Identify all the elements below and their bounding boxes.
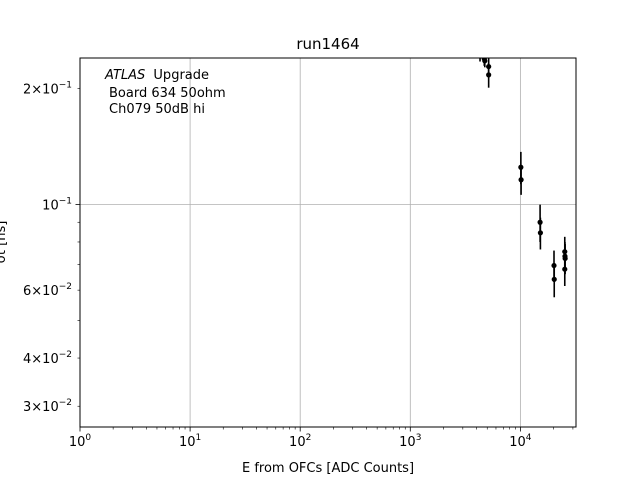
y-tick-label: 2×10−1 [23, 81, 72, 98]
x-tick-label: 101 [179, 433, 201, 450]
y-axis-label: σt [ns] [0, 221, 9, 264]
x-axis-label: E from OFCs [ADC Counts] [242, 461, 414, 476]
x-tick-label: 100 [69, 433, 92, 450]
x-tick-label: 103 [399, 433, 421, 450]
annotation: ATLAS Upgrade Board 634 50ohm Ch079 50dB… [104, 68, 226, 117]
y-tick-label: 6×10−2 [23, 282, 72, 299]
y-tick-label: 10−1 [42, 197, 72, 214]
annotation-line-1: ATLAS Upgrade [104, 68, 209, 83]
data-point [482, 58, 488, 64]
x-tick-label: 102 [289, 433, 311, 450]
plot-frame [79, 57, 577, 428]
data-point [518, 177, 524, 183]
chart-title: run1464 [296, 35, 359, 53]
data-point [537, 230, 544, 236]
y-tick-label: 4×10−2 [23, 350, 72, 367]
data-point [486, 72, 492, 78]
y-tick-label: 3×10−2 [23, 398, 72, 415]
atlas-label: ATLAS [104, 68, 145, 83]
axis-ticks: 100 101 102 103 104 2×10−1 10−1 6×10−2 4×10−2 3×1… [23, 81, 574, 450]
upgrade-label: Upgrade [153, 68, 209, 83]
annotation-line-2: Board 634 50ohm [109, 86, 226, 101]
data-layer [479, 58, 568, 298]
data-point [562, 266, 568, 272]
data-point [551, 276, 557, 282]
annotation-line-3: Ch079 50dB hi [109, 102, 205, 117]
x-tick-label: 104 [509, 433, 532, 450]
